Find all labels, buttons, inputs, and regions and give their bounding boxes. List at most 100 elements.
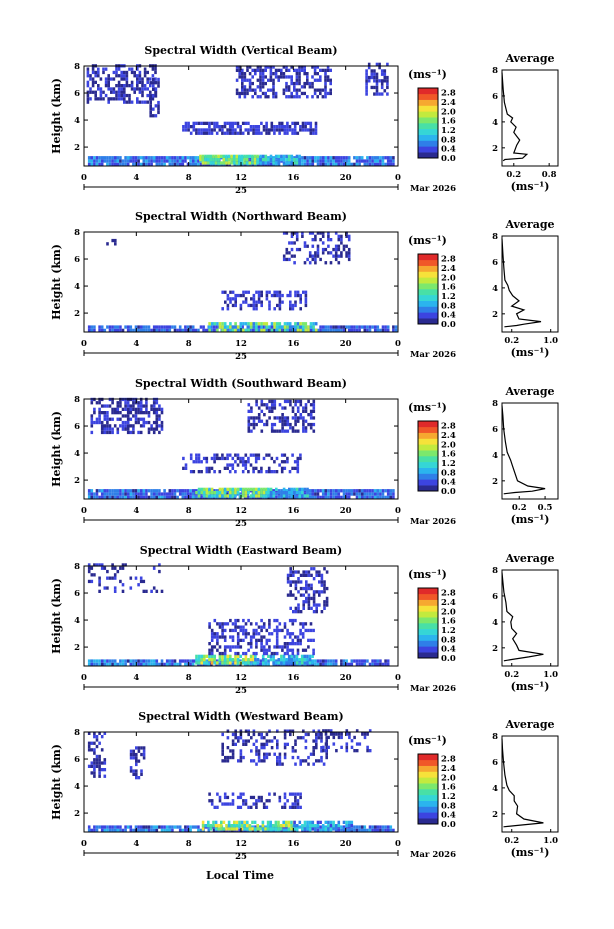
heatmap-cell — [215, 489, 218, 493]
heatmap-cell — [132, 414, 135, 418]
heatmap-cell — [255, 307, 258, 311]
heatmap-cell — [248, 827, 252, 831]
heatmap-cell — [309, 422, 313, 427]
heatmap-cell — [269, 75, 273, 79]
heatmap-cell — [316, 254, 320, 258]
heatmap-cell — [322, 745, 325, 749]
heatmap-cell — [386, 659, 390, 663]
heatmap-cell — [268, 303, 271, 308]
heatmap-cell — [316, 820, 320, 824]
heatmap-cell — [151, 74, 155, 78]
heatmap-cell — [132, 769, 135, 773]
heatmap-cell — [265, 642, 269, 646]
heatmap-cell — [146, 87, 149, 91]
heatmap-cell — [308, 489, 312, 493]
heatmap-cell — [210, 799, 214, 803]
colorbar-swatch — [418, 146, 438, 153]
heatmap-cell — [323, 580, 326, 584]
heatmap-cell — [139, 489, 143, 493]
heatmap-cell — [295, 91, 299, 96]
heatmap-cell — [285, 231, 289, 235]
average-frame — [501, 569, 559, 667]
heatmap-cell — [315, 736, 318, 740]
heatmap-cell — [231, 792, 235, 796]
heatmap-cell — [229, 802, 232, 806]
heatmap-cell — [108, 662, 112, 666]
heatmap-cell — [126, 417, 130, 421]
heatmap-cell — [89, 90, 92, 94]
heatmap-cell — [215, 456, 219, 461]
heatmap-cell — [189, 492, 192, 496]
heatmap-cell — [325, 570, 329, 574]
heatmap-cell — [252, 303, 256, 308]
heatmap-cell — [342, 827, 346, 831]
heatmap-cell — [319, 732, 323, 736]
heatmap-cell — [273, 322, 276, 326]
heatmap-cell — [195, 460, 198, 464]
heatmap-cell — [255, 399, 258, 404]
heatmap-cell — [243, 161, 246, 165]
heatmap-cell — [299, 322, 302, 326]
heatmap-cell — [316, 662, 320, 666]
heatmap-cell — [256, 95, 260, 99]
heatmap-cell — [275, 659, 278, 663]
heatmap-cell — [119, 579, 122, 584]
heatmap-cell — [133, 90, 136, 94]
heatmap-cell — [189, 159, 192, 163]
heatmap-cell — [243, 827, 246, 831]
heatmap-cell — [125, 84, 129, 88]
heatmap-cell — [283, 645, 287, 649]
heatmap-cell — [309, 125, 313, 129]
heatmap-cell — [340, 156, 343, 160]
heatmap-cell — [242, 632, 245, 636]
heatmap-cell — [223, 645, 227, 649]
heatmap-cell — [272, 827, 275, 831]
colorbar-tick-label: 2.4 — [441, 431, 456, 441]
heatmap-cell — [268, 406, 271, 410]
heatmap-cell — [208, 625, 211, 629]
heatmap-cell — [294, 290, 297, 294]
heatmap-cell — [294, 328, 297, 332]
heatmap-cell — [314, 125, 318, 129]
heatmap-cell — [365, 72, 368, 76]
heatmap-cell — [308, 85, 312, 89]
heatmap-cell — [358, 828, 361, 832]
heatmap-cell — [304, 121, 307, 125]
heatmap-cell — [315, 603, 318, 607]
heatmap-cell — [293, 824, 296, 828]
heatmap-cell — [152, 401, 156, 405]
colorbar-tick-label: 2.4 — [441, 98, 456, 108]
heatmap-cell — [272, 91, 275, 96]
heatmap-cell — [241, 470, 245, 474]
heatmap-cell — [329, 159, 333, 163]
heatmap-cell — [256, 78, 260, 82]
heatmap-cell — [324, 495, 328, 499]
heatmap-cell — [337, 828, 341, 832]
heatmap-cell — [91, 70, 95, 75]
heatmap-cell — [262, 456, 266, 461]
heatmap-cell — [142, 662, 146, 666]
heatmap-cell — [243, 154, 246, 158]
heatmap-cell — [93, 156, 96, 160]
heatmap-cell — [184, 825, 187, 829]
heatmap-cell — [152, 107, 155, 111]
heatmap-cell — [280, 466, 284, 470]
heatmap-cell — [342, 820, 346, 824]
heatmap-cell — [231, 463, 235, 467]
heatmap-cell — [234, 658, 237, 662]
heatmap-cell — [168, 159, 172, 163]
heatmap-cell — [87, 828, 91, 832]
heatmap-cell — [282, 72, 286, 76]
heatmap-cell — [294, 403, 297, 407]
colorbar-swatch — [418, 426, 438, 433]
heatmap-cell — [290, 820, 293, 824]
heatmap-cell — [311, 162, 315, 166]
heatmap-cell — [135, 769, 138, 773]
colorbar-swatch — [418, 432, 438, 439]
heatmap-cell — [289, 590, 292, 594]
heatmap-cell — [247, 491, 250, 495]
heatmap-cell — [394, 325, 398, 329]
heatmap-cell — [355, 495, 359, 499]
heatmap-cell — [270, 739, 274, 743]
heatmap-cell — [212, 489, 216, 493]
